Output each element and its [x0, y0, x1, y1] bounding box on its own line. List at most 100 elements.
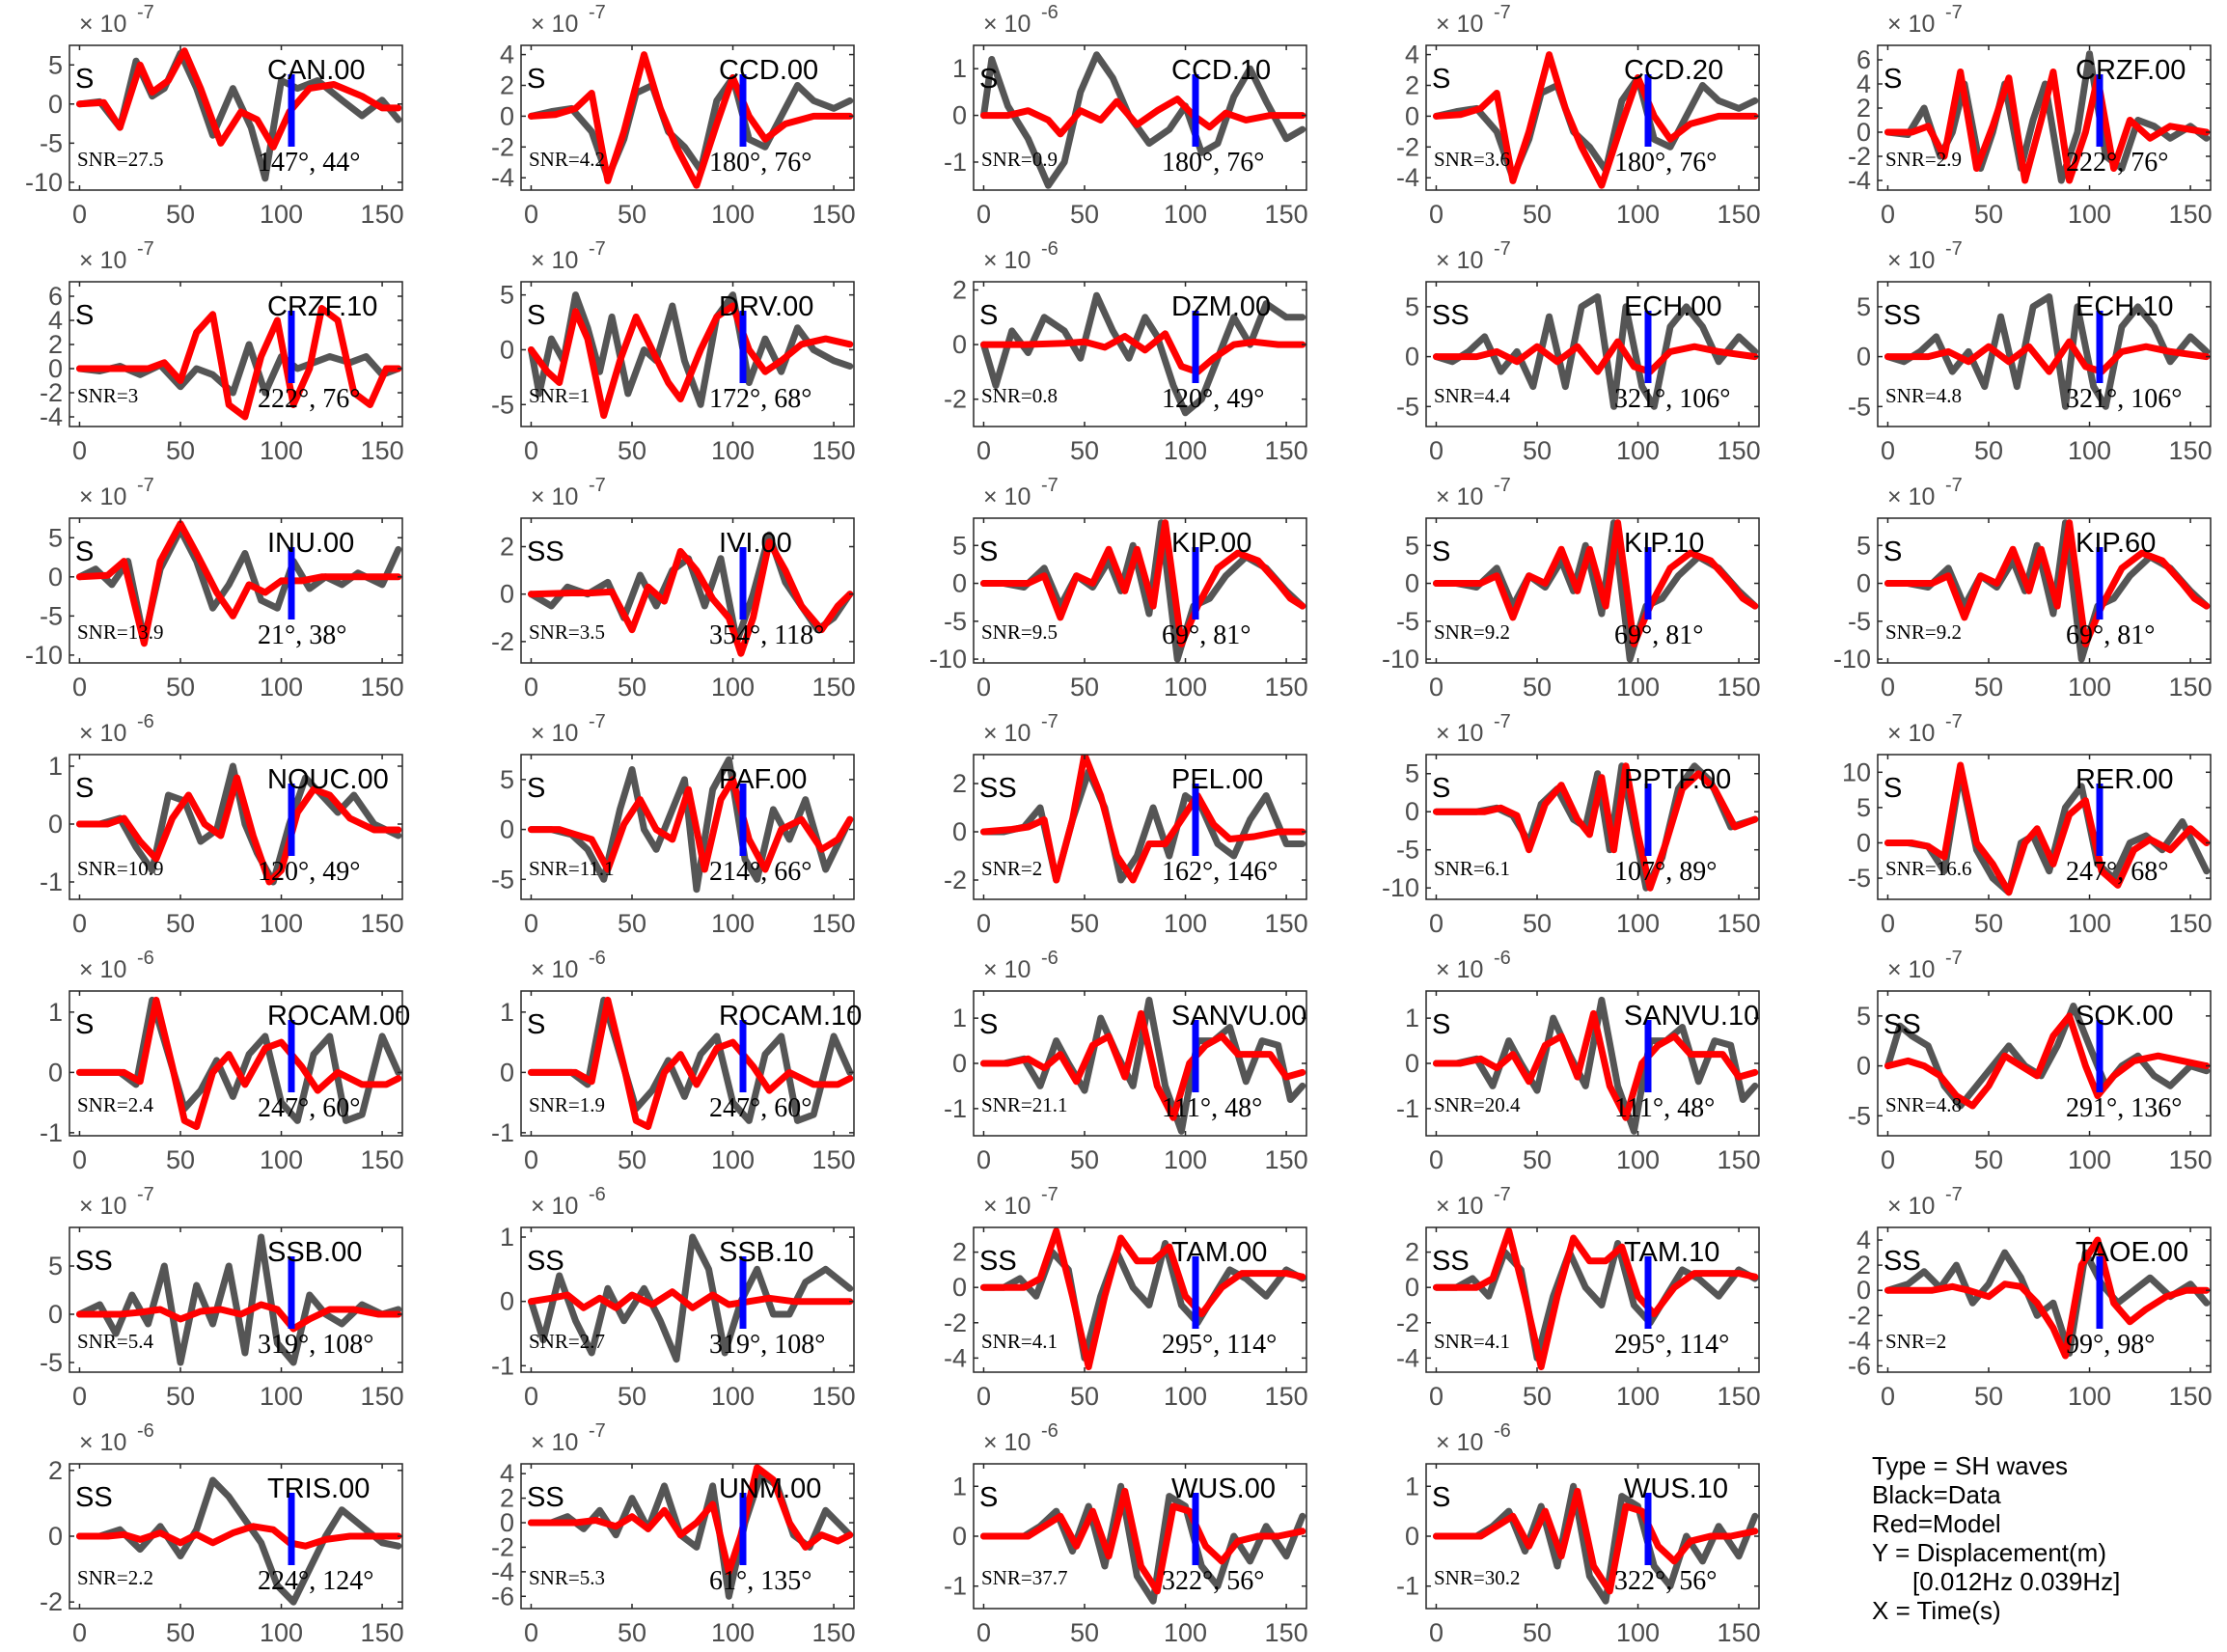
phase-label: S	[979, 537, 998, 567]
x-tick-label: 50	[1974, 909, 2003, 938]
station-label: CCD.00	[719, 55, 818, 86]
x-tick-label: 0	[524, 673, 538, 702]
y-tick-label: 5	[500, 281, 514, 310]
y-exponent-power: -7	[589, 2, 606, 23]
y-tick-label: -4	[491, 1557, 514, 1586]
y-tick-label: 5	[48, 1252, 63, 1280]
y-tick-label: 1	[1405, 1004, 1419, 1032]
axes-box	[973, 281, 1307, 427]
x-tick-label: 150	[1718, 200, 1761, 229]
snr-label: SNR=2.2	[77, 1566, 153, 1589]
phase-label: S	[1432, 773, 1450, 804]
x-tick-label: 0	[1881, 673, 1895, 702]
x-tick-label: 50	[1070, 200, 1099, 229]
x-tick-label: 50	[1974, 436, 2003, 465]
model-trace	[76, 774, 402, 886]
azimuth-distance-label: 61°, 135°	[709, 1566, 811, 1596]
y-exponent-label: × 10	[531, 483, 578, 510]
y-tick-label: 1	[48, 752, 63, 781]
data-trace	[76, 1476, 402, 1606]
phase-label: S	[1883, 64, 1902, 95]
station-label: KIP.60	[2076, 528, 2156, 559]
y-tick-label: -4	[1396, 163, 1419, 192]
x-tick-label: 100	[1164, 909, 1207, 938]
x-tick-label: 100	[1616, 1382, 1660, 1411]
x-tick-label: 50	[1523, 1382, 1552, 1411]
x-tick-label: 150	[1718, 436, 1761, 465]
phase-label: SS	[1432, 1246, 1470, 1277]
y-exponent-power: -7	[1945, 1184, 1963, 1205]
x-tick-label: 50	[1974, 673, 2003, 702]
axes-box	[1877, 44, 2212, 191]
y-exponent-power: -7	[1945, 238, 1963, 260]
seismogram-panel: 0 50 100 150 -4 -2 0 2 × 10 -7 SS TAM.10 SNR=4.1 295°…	[1396, 1184, 1761, 1411]
y-tick-label: 0	[1405, 343, 1419, 372]
y-tick-label: 2	[952, 1238, 967, 1267]
x-tick-label: 150	[812, 673, 856, 702]
x-tick-label: 100	[2068, 909, 2111, 938]
station-label: TAM.00	[1171, 1237, 1267, 1268]
y-exponent-power: -6	[1041, 2, 1059, 23]
y-tick-label: -6	[1848, 1351, 1871, 1380]
y-exponent-power: -7	[1945, 948, 1963, 969]
y-tick-label: 0	[500, 1058, 514, 1087]
station-label: ROCAM.10	[719, 1001, 862, 1032]
x-tick-label: 100	[711, 1382, 755, 1411]
snr-label: SNR=0.8	[981, 384, 1058, 407]
y-tick-label: 1	[952, 54, 967, 83]
model-trace	[1433, 51, 1759, 189]
seismogram-panel: 0 50 100 150 -1 0 1 × 10 -6 S SANVU.10 SNR=20.4 111°…	[1396, 948, 1761, 1174]
x-tick-label: 150	[812, 200, 856, 229]
station-label: WUS.00	[1171, 1473, 1276, 1504]
azimuth-distance-label: 319°, 108°	[709, 1330, 825, 1360]
station-label: TAM.10	[1624, 1237, 1719, 1268]
data-trace	[1884, 1003, 2211, 1110]
y-tick-label: 2	[1856, 94, 1871, 123]
azimuth-distance-label: 107°, 89°	[1614, 857, 1717, 887]
model-trace	[1433, 1227, 1759, 1370]
axes-box	[1425, 1226, 1760, 1373]
seismogram-panel: 0 50 100 150 -1 0 1 × 10 -6 S WUS.00 SNR=37.7 322°, …	[944, 1420, 1308, 1647]
y-tick-label: 4	[1856, 69, 1871, 98]
station-label: WUS.10	[1624, 1473, 1728, 1504]
y-exponent-label: × 10	[79, 1193, 126, 1220]
axes-box	[69, 44, 403, 191]
snr-label: SNR=4.4	[1434, 384, 1510, 407]
y-exponent-power: -6	[137, 711, 154, 732]
y-exponent-label: × 10	[79, 483, 126, 510]
y-exponent-label: × 10	[531, 720, 578, 747]
station-label: SOK.00	[2076, 1001, 2174, 1032]
y-exponent-label: × 10	[1887, 483, 1935, 510]
y-exponent-label: × 10	[983, 720, 1031, 747]
x-tick-label: 0	[72, 1382, 87, 1411]
axes-box	[1877, 990, 2212, 1137]
model-trace	[1433, 519, 1759, 647]
y-tick-label: -10	[25, 641, 63, 670]
y-tick-label: 0	[952, 330, 967, 359]
snr-label: SNR=2.9	[1885, 148, 1962, 171]
snr-label: SNR=10.9	[77, 857, 163, 880]
x-tick-label: 0	[1881, 909, 1895, 938]
seismogram-panel: 0 50 100 150 -1 0 1 × 10 -6 S ROCAM.10 SNR=1.9 247°,…	[491, 948, 862, 1174]
x-tick-label: 50	[1070, 1618, 1099, 1647]
x-tick-label: 150	[2169, 909, 2213, 938]
y-tick-label: 2	[500, 533, 514, 562]
y-tick-label: 0	[952, 1273, 967, 1302]
x-tick-label: 150	[2169, 673, 2213, 702]
x-tick-label: 0	[524, 436, 538, 465]
y-tick-label: 5	[48, 523, 63, 552]
y-exponent-power: -6	[589, 1184, 606, 1205]
y-exponent-label: × 10	[983, 956, 1031, 983]
azimuth-distance-label: 99°, 98°	[2066, 1330, 2155, 1360]
y-tick-label: 0	[1856, 828, 1871, 857]
axes-box	[520, 1226, 855, 1373]
phase-label: S	[1883, 537, 1902, 567]
y-tick-label: 0	[1856, 118, 1871, 147]
y-tick-label: 0	[48, 810, 63, 839]
x-tick-label: 100	[260, 673, 303, 702]
y-tick-label: 0	[500, 335, 514, 364]
snr-label: SNR=3.5	[529, 620, 605, 644]
y-exponent-power: -7	[137, 475, 154, 496]
seismogram-panel: 0 50 100 150 -1 0 1 × 10 -6 S SANVU.00 SNR=21.1 111°…	[944, 948, 1308, 1174]
